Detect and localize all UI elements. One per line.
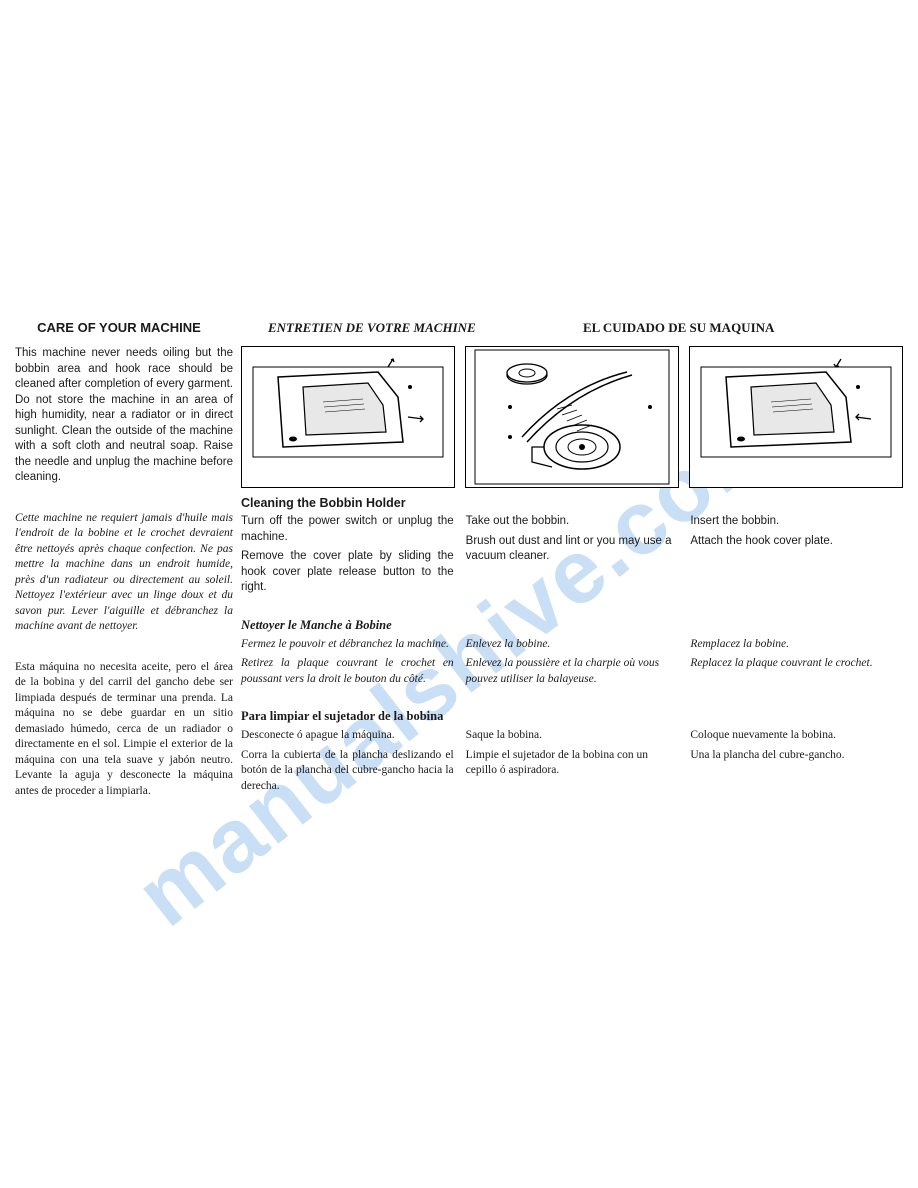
figure-row [241,346,903,488]
figure-3 [689,346,903,488]
heading-en: CARE OF YOUR MACHINE [15,320,223,336]
es-col1-p2: Corra la cubierta de la plancha deslizan… [241,748,454,795]
fr-col3-p1: Remplacez la bobine. [690,637,903,653]
col3-fr: Remplacez la bobine. Replacez la plaque … [690,637,903,692]
en-col3-p1: Insert the bobbin. [690,514,903,530]
fr-col2-p2: Enlevez la poussière et la charpie où vo… [466,656,679,687]
en-col2-p1: Take out the bobbin. [466,514,679,530]
text-columns-es: Desconecte ó apague la máquina. Corra la… [241,728,903,798]
headings-row: CARE OF YOUR MACHINE ENTRETIEN DE VOTRE … [15,320,903,336]
right-area: Cleaning the Bobbin Holder Turn off the … [241,346,903,816]
col3-en: Insert the bobbin. Attach the hook cover… [690,514,903,600]
col2-fr: Enlevez la bobine. Enlevez la poussière … [466,637,679,692]
section-title-es: Para limpiar el sujetador de la bobina [241,709,903,724]
fr-col1-p1: Fermez le pouvoir et débranchez la machi… [241,637,454,653]
section-en: Cleaning the Bobbin Holder Turn off the … [241,496,903,600]
fr-col1-p2: Retirez la plaque couvrant le crochet en… [241,656,454,687]
section-title-fr: Nettoyer le Manche à Bobine [241,618,903,633]
es-col2-p1: Saque la bobina. [466,728,679,744]
col2-es: Saque la bobina. Limpie el sujetador de … [466,728,679,798]
col1-fr: Fermez le pouvoir et débranchez la machi… [241,637,454,692]
heading-fr: ENTRETIEN DE VOTRE MACHINE [268,320,483,336]
figure-2 [465,346,679,488]
es-col3-p2: Una la plancha del cubre-gancho. [690,748,903,764]
col2-en: Take out the bobbin. Brush out dust and … [466,514,679,600]
es-col1-p1: Desconecte ó apague la máquina. [241,728,454,744]
intro-fr: Cette machine ne requiert jamais d'huile… [15,511,233,635]
en-col3-p2: Attach the hook cover plate. [690,534,903,550]
heading-es: EL CUIDADO DE SU MAQUINA [528,320,903,336]
figure-1 [241,346,455,488]
text-columns-en: Turn off the power switch or unplug the … [241,514,903,600]
col3-es: Coloque nuevamente la bobina. Una la pla… [690,728,903,798]
es-col3-p1: Coloque nuevamente la bobina. [690,728,903,744]
en-col2-p2: Brush out dust and lint or you may use a… [466,534,679,565]
page-content: CARE OF YOUR MACHINE ENTRETIEN DE VOTRE … [15,320,903,816]
en-col1-p2: Remove the cover plate by sliding the ho… [241,549,454,596]
fr-col3-p2: Replacez la plaque couvrant le crochet. [690,656,903,672]
col1-es: Desconecte ó apague la máquina. Corra la… [241,728,454,798]
main-layout: This machine never needs oiling but the … [15,346,903,816]
section-es: Para limpiar el sujetador de la bobina D… [241,709,903,798]
intro-es: Esta máquina no necesita aceite, pero el… [15,660,233,800]
intro-en: This machine never needs oiling but the … [15,346,233,486]
es-col2-p2: Limpie el sujetador de la bobina con un … [466,748,679,779]
left-column: This machine never needs oiling but the … [15,346,233,816]
col1-en: Turn off the power switch or unplug the … [241,514,454,600]
fr-col2-p1: Enlevez la bobine. [466,637,679,653]
text-columns-fr: Fermez le pouvoir et débranchez la machi… [241,637,903,692]
en-col1-p1: Turn off the power switch or unplug the … [241,514,454,545]
section-fr: Nettoyer le Manche à Bobine Fermez le po… [241,618,903,692]
section-title-en: Cleaning the Bobbin Holder [241,496,903,510]
